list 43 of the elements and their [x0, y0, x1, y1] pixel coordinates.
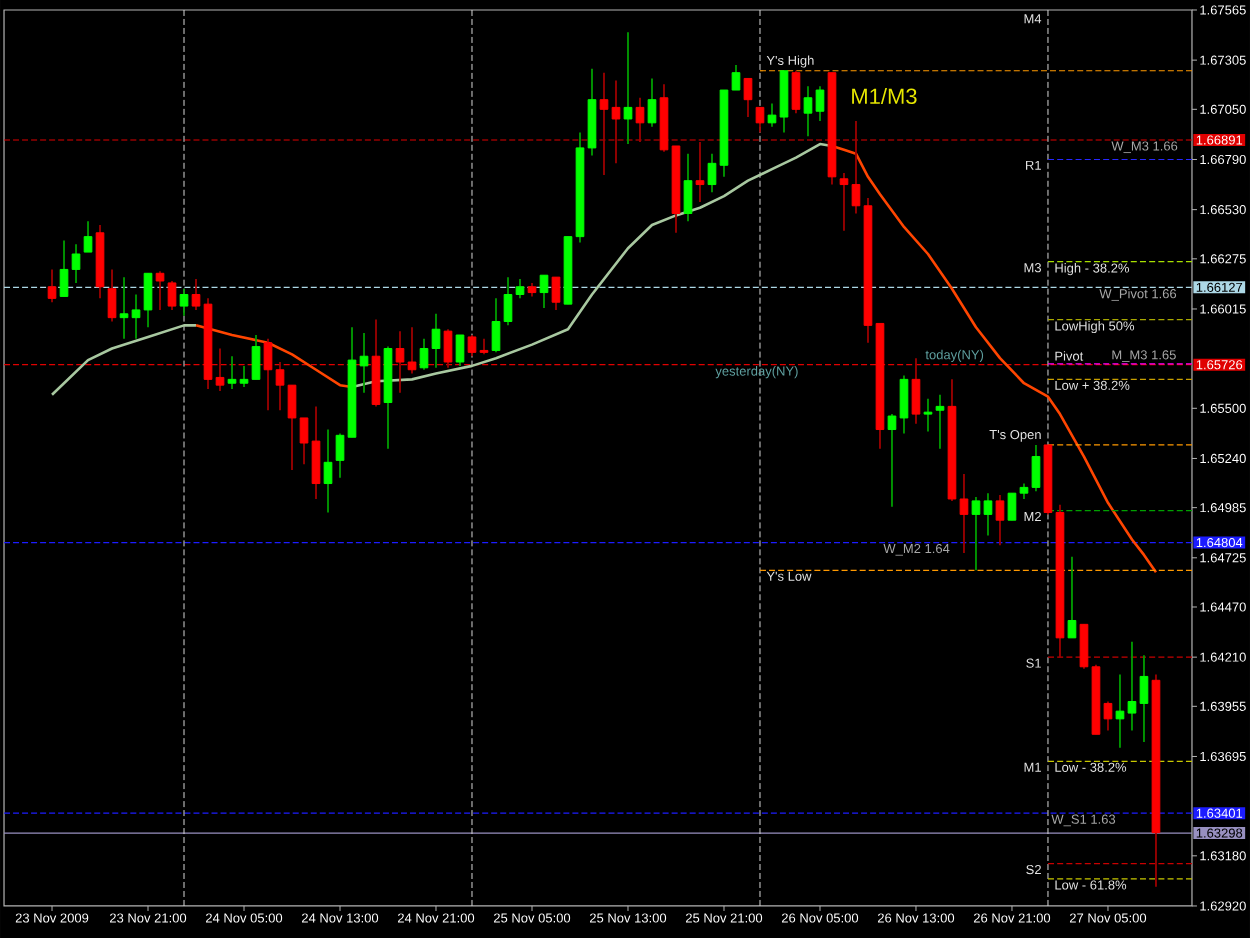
candlestick	[635, 96, 645, 144]
candlestick	[359, 332, 369, 394]
candlestick	[179, 287, 189, 317]
candlestick	[215, 347, 225, 392]
annotation: M1/M3	[852, 87, 917, 105]
candlestick	[395, 330, 405, 394]
candlestick	[623, 31, 633, 145]
candlestick	[539, 274, 549, 309]
candlestick	[47, 268, 57, 304]
candlestick	[419, 337, 429, 371]
candlestick	[515, 278, 525, 300]
candlestick	[599, 71, 609, 176]
candlestick	[611, 79, 621, 165]
candlestick	[647, 77, 657, 128]
candlestick	[755, 106, 765, 134]
candlestick	[935, 393, 945, 450]
candlestick	[443, 328, 453, 369]
candlestick	[299, 417, 309, 466]
candlestick	[251, 334, 261, 381]
candlestick	[923, 397, 933, 433]
candlestick	[455, 334, 465, 367]
candlestick	[311, 405, 321, 500]
candlestick	[1067, 555, 1077, 639]
candlestick	[407, 326, 417, 375]
candlestick	[323, 428, 333, 514]
candlestick	[551, 276, 561, 311]
candlestick	[155, 270, 165, 311]
candlestick	[695, 141, 705, 203]
candlestick	[683, 152, 693, 223]
candlestick	[467, 334, 477, 358]
candlestick	[791, 69, 801, 115]
candlestick	[107, 268, 117, 323]
candlestick	[431, 312, 441, 369]
candlestick	[83, 220, 93, 253]
candlestick	[995, 494, 1005, 547]
candlestick	[911, 357, 921, 425]
candlestick	[491, 297, 501, 354]
candlestick	[503, 276, 513, 327]
candlestick	[707, 152, 717, 194]
candlestick	[335, 432, 345, 479]
candlestick	[167, 280, 177, 311]
candlestick	[287, 384, 297, 471]
candlestick	[743, 77, 753, 118]
